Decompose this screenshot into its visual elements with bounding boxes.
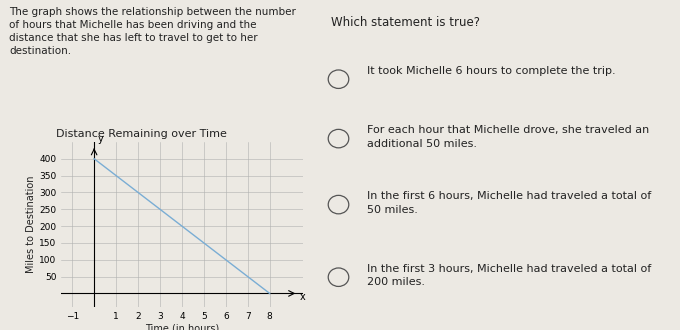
Text: x: x [299,292,305,303]
Text: The graph shows the relationship between the number
of hours that Michelle has b: The graph shows the relationship between… [10,7,296,56]
Text: It took Michelle 6 hours to complete the trip.: It took Michelle 6 hours to complete the… [367,66,616,76]
X-axis label: Time (in hours): Time (in hours) [145,323,219,330]
Text: In the first 6 hours, Michelle had traveled a total of
50 miles.: In the first 6 hours, Michelle had trave… [367,191,651,214]
Text: Which statement is true?: Which statement is true? [331,16,480,29]
Text: In the first 3 hours, Michelle had traveled a total of
200 miles.: In the first 3 hours, Michelle had trave… [367,264,651,287]
Text: For each hour that Michelle drove, she traveled an
additional 50 miles.: For each hour that Michelle drove, she t… [367,125,649,148]
Text: y: y [98,134,103,144]
Text: Distance Remaining over Time: Distance Remaining over Time [56,129,227,139]
Y-axis label: Miles to Destination: Miles to Destination [27,176,36,273]
